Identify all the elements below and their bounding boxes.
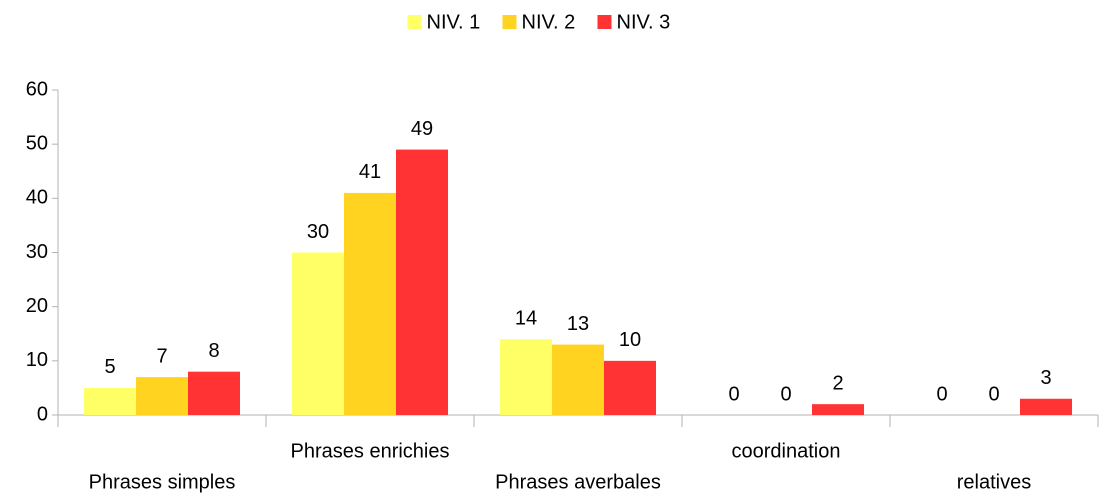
data-label: 8 xyxy=(208,340,219,362)
y-tick-label: 50 xyxy=(26,132,48,154)
bar xyxy=(292,252,344,415)
data-label: 14 xyxy=(515,307,537,329)
data-label: 30 xyxy=(307,221,329,243)
bar xyxy=(84,387,136,415)
bar xyxy=(500,339,552,415)
bar xyxy=(552,344,604,415)
bar xyxy=(604,360,656,415)
data-label: 41 xyxy=(359,161,381,183)
bar xyxy=(188,371,240,415)
data-label: 3 xyxy=(1040,367,1051,389)
bar xyxy=(812,404,864,415)
y-tick-label: 60 xyxy=(26,78,48,100)
x-tick-label: relatives xyxy=(957,471,1031,493)
data-label: 5 xyxy=(104,356,115,378)
x-tick-label: coordination xyxy=(732,440,841,462)
data-label: 49 xyxy=(411,118,433,140)
x-tick-label: Phrases simples xyxy=(89,471,236,493)
data-label: 0 xyxy=(780,383,791,405)
data-label: 7 xyxy=(156,345,167,367)
legend-swatch xyxy=(502,15,517,29)
legend-swatch xyxy=(597,15,612,29)
bar xyxy=(136,377,188,415)
y-tick-label: 20 xyxy=(26,295,48,317)
legend-label: NIV. 2 xyxy=(522,11,576,33)
data-label: 0 xyxy=(988,383,999,405)
bar xyxy=(344,192,396,415)
legend-swatch xyxy=(407,15,422,29)
x-tick-label: Phrases averbales xyxy=(495,471,661,493)
data-label: 13 xyxy=(567,313,589,335)
data-label: 0 xyxy=(728,383,739,405)
legend-label: NIV. 3 xyxy=(617,11,671,33)
y-tick-label: 0 xyxy=(37,403,48,425)
y-tick-label: 30 xyxy=(26,241,48,263)
bar xyxy=(396,149,448,416)
data-label: 2 xyxy=(832,372,843,394)
legend-label: NIV. 1 xyxy=(427,11,481,33)
data-label: 0 xyxy=(936,383,947,405)
data-label: 10 xyxy=(619,329,641,351)
bar xyxy=(1020,398,1072,415)
y-tick-label: 10 xyxy=(26,349,48,371)
x-tick-label: Phrases enrichies xyxy=(291,440,450,462)
y-tick-label: 40 xyxy=(26,187,48,209)
